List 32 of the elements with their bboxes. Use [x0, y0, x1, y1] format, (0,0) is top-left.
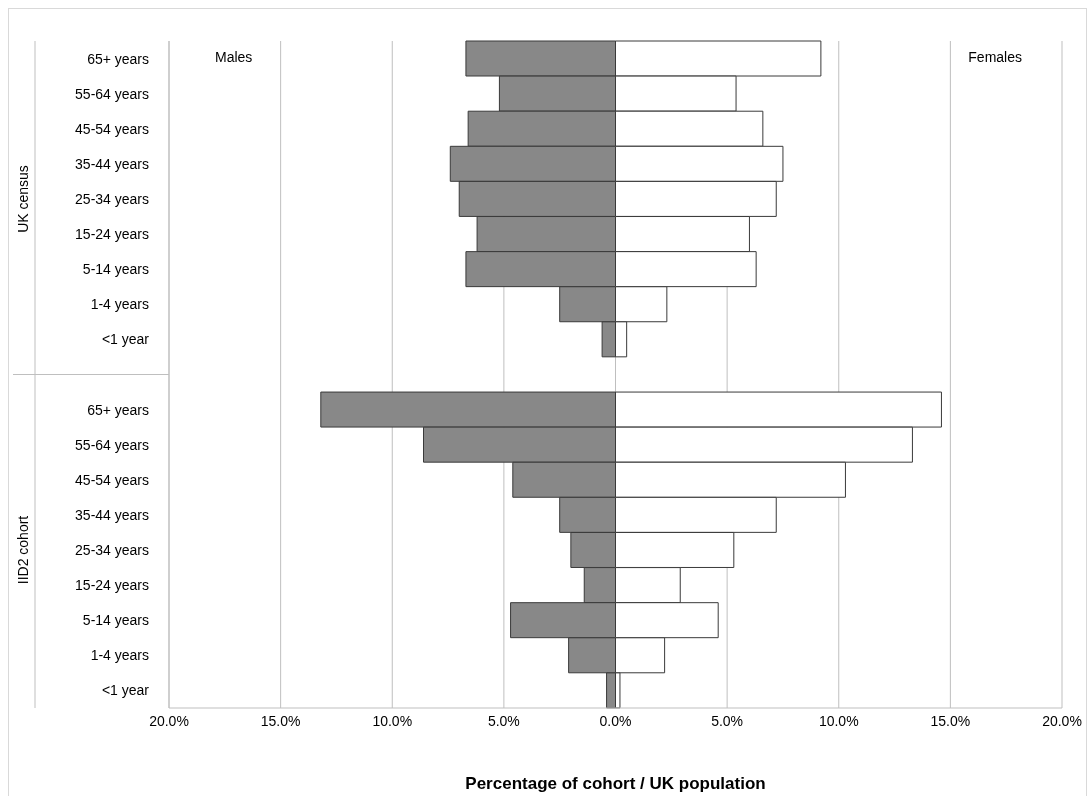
x-tick-label: 20.0% [1042, 712, 1082, 729]
y-tick-label: <1 year [101, 331, 150, 348]
text: IID2 cohort [15, 515, 31, 585]
x-tick-label: 5.0% [487, 712, 520, 729]
x-tick-label: 10.0% [372, 712, 413, 729]
x-tick-label: 10.0% [818, 712, 859, 729]
y-tick-label: 1-4 years [90, 647, 149, 664]
x-tick-label: 0.0% [599, 712, 632, 729]
y-tick-label: 55-64 years [75, 436, 149, 453]
y-tick-label: 45-54 years [75, 120, 149, 137]
y-tick-label: 15-24 years [75, 226, 149, 243]
y-tick-label: 25-34 years [75, 542, 149, 559]
y-tick-label: 65+ years [87, 401, 149, 418]
y-tick-label: 65+ years [87, 50, 149, 67]
text: UK census [15, 165, 31, 233]
y-tick-label: 1-4 years [90, 296, 149, 313]
y-tick-label: 55-64 years [75, 85, 149, 102]
x-tick-label: 20.0% [149, 712, 189, 729]
annotation: Females [968, 49, 1022, 65]
x-axis-title: Percentage of cohort / UK population [465, 774, 766, 793]
y-tick-label: <1 year [101, 682, 150, 699]
y-tick-label: 5-14 years [82, 261, 149, 278]
x-tick-label: 15.0% [930, 712, 971, 729]
x-tick-label: 5.0% [711, 712, 744, 729]
y-tick-label: 25-34 years [75, 190, 149, 207]
annotation: Males [215, 49, 253, 65]
y-tick-label: 45-54 years [75, 471, 149, 488]
x-tick-label: 15.0% [260, 712, 301, 729]
y-tick-label: 15-24 years [75, 577, 149, 594]
y-tick-label: 5-14 years [82, 612, 149, 629]
y-tick-label: 35-44 years [75, 506, 149, 523]
y-tick-label: 35-44 years [75, 155, 149, 172]
